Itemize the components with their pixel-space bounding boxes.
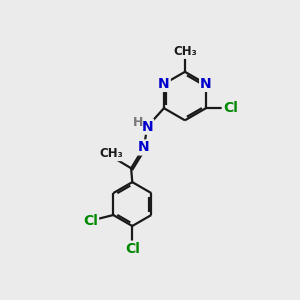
Text: H: H [133,116,144,129]
Text: Cl: Cl [223,101,238,115]
Text: Cl: Cl [83,214,98,228]
Text: CH₃: CH₃ [173,45,197,58]
Text: CH₃: CH₃ [100,147,123,160]
Text: N: N [138,140,150,154]
Text: N: N [158,77,170,91]
Text: Cl: Cl [125,242,140,256]
Text: N: N [200,77,212,91]
Text: N: N [142,120,153,134]
